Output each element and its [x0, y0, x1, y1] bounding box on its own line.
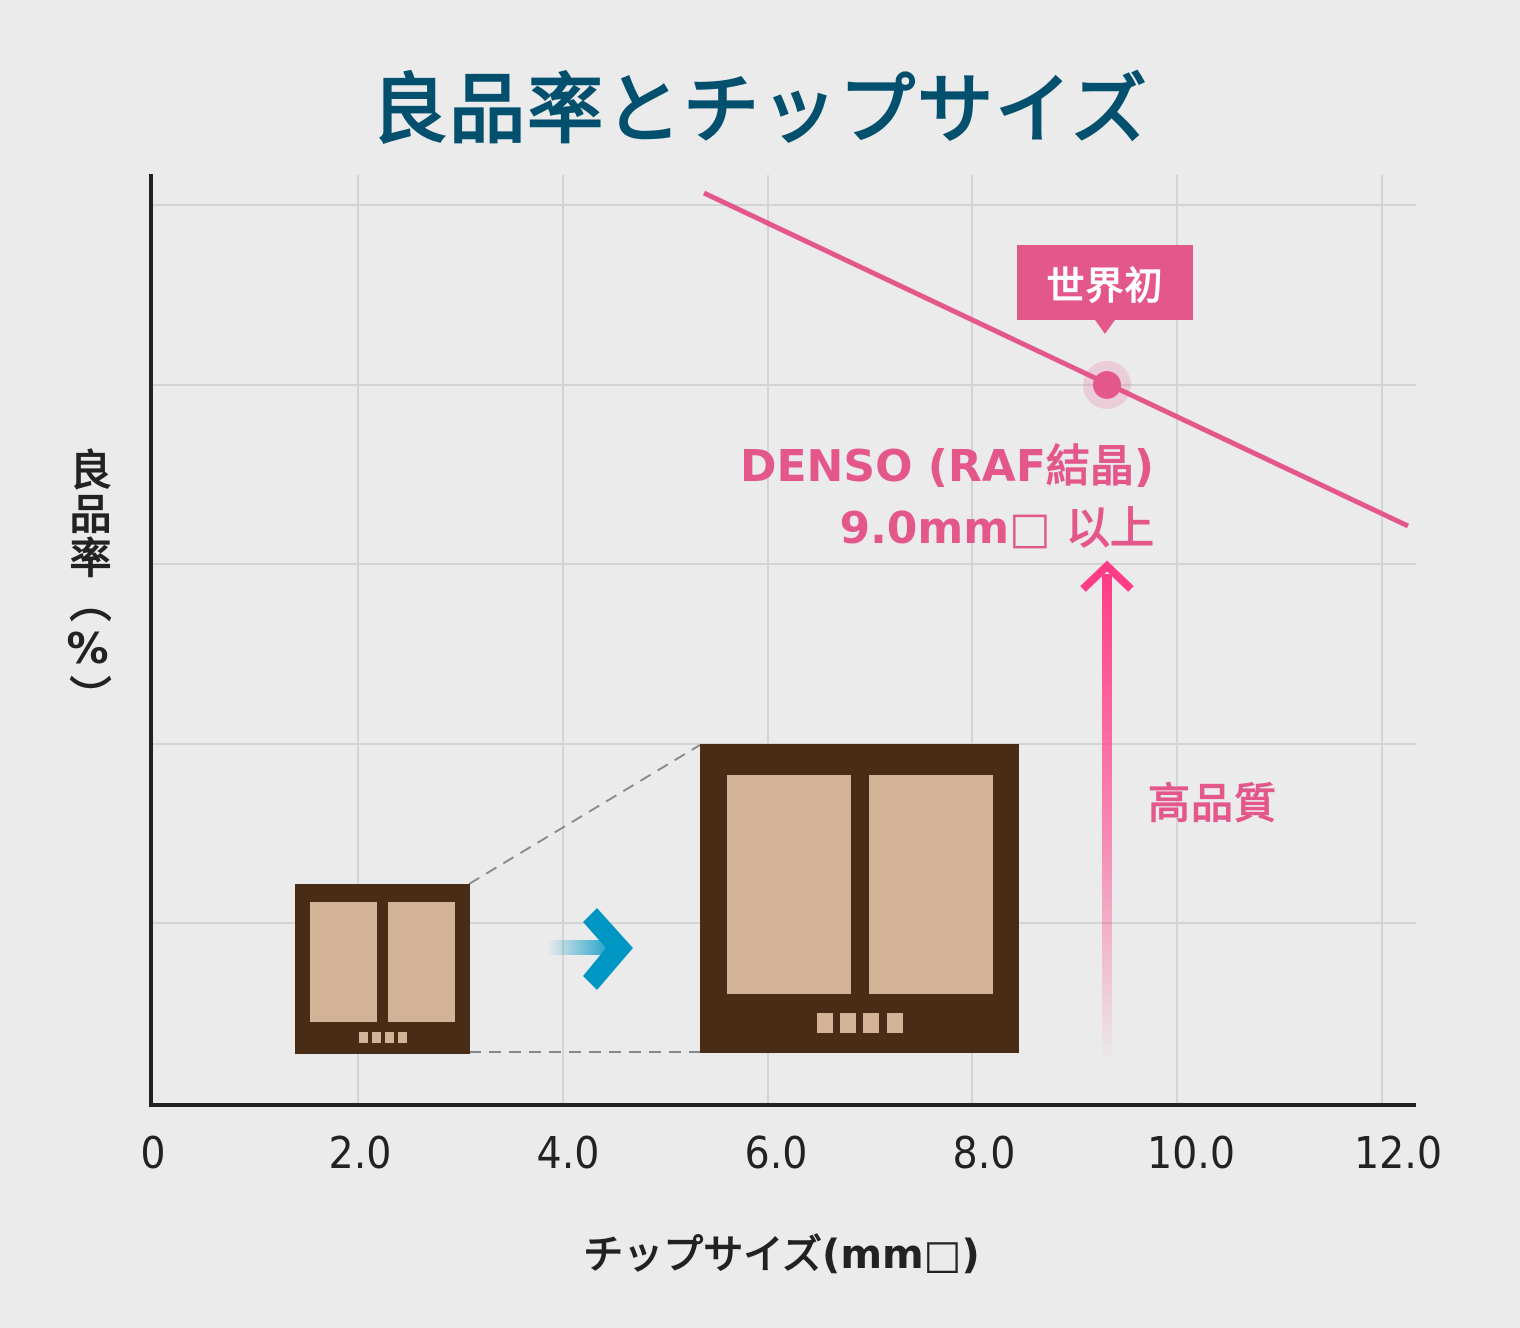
zoom-guide-lines	[468, 744, 701, 1053]
x-tick-12: 12.0	[1353, 1128, 1443, 1179]
denso-annotation-line1: DENSO (RAF結晶)	[739, 441, 1154, 492]
high-quality-label: 高品質	[1148, 779, 1278, 828]
enlarge-arrow-icon	[548, 908, 633, 990]
highlight-point	[1093, 371, 1121, 399]
axes	[149, 174, 1416, 1107]
yield-line	[702, 190, 1410, 529]
world-first-callout: 世界初	[1017, 245, 1193, 334]
small-chip-icon	[295, 884, 470, 1054]
x-axis-label: チップサイズ(mm□)	[583, 1232, 980, 1278]
x-tick-0: 0	[140, 1128, 166, 1179]
quality-arrow-icon	[1080, 560, 1134, 1064]
denso-annotation-line2: 9.0mm□ 以上	[839, 503, 1154, 554]
x-tick-4: 4.0	[536, 1128, 600, 1179]
chart-title: 良品率とチップサイズ	[371, 65, 1149, 154]
large-chip-icon	[700, 744, 1019, 1053]
x-tick-2: 2.0	[328, 1128, 392, 1179]
x-tick-10: 10.0	[1146, 1128, 1236, 1179]
x-tick-6: 6.0	[744, 1128, 808, 1179]
y-axis-label: 良品率（%）	[63, 448, 112, 719]
grid-lines	[152, 175, 1416, 1104]
callout-label: 世界初	[1046, 264, 1164, 308]
x-tick-8: 8.0	[952, 1128, 1016, 1179]
